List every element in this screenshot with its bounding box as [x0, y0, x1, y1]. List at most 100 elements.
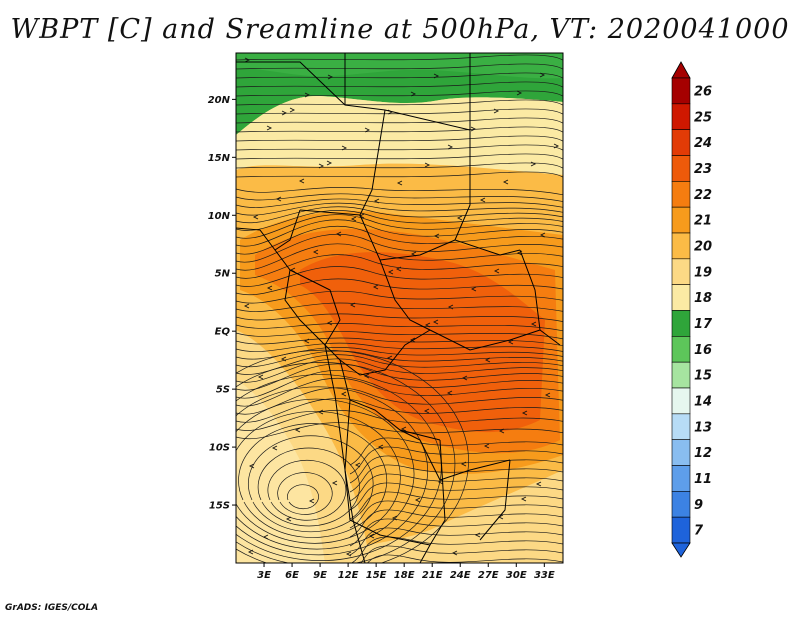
streamline [236, 162, 563, 169]
stream-arrow [377, 444, 384, 450]
lon-label-12E: 12E [338, 570, 359, 581]
streamline [277, 472, 333, 515]
streamline [349, 482, 563, 511]
stream-arrow [391, 515, 398, 521]
stream-arrow [539, 72, 546, 78]
colorbar-swatch-16 [671, 336, 691, 363]
axis-ticks [232, 98, 545, 567]
streamline [236, 350, 563, 368]
stream-arrow [331, 480, 338, 486]
colorbar-label-7: 7 [694, 524, 704, 539]
streamline [349, 491, 563, 520]
longitude-labels: 3E 6E 9E 12E 15E 18E 21E 24E 27E 30E 33E [257, 570, 555, 581]
stream-arrow [409, 337, 416, 343]
stream-arrow [289, 107, 296, 113]
streamline [349, 527, 563, 556]
streamline [367, 554, 563, 563]
colorbar-swatch-23 [671, 155, 691, 182]
colorbar-swatch-22 [671, 181, 691, 208]
colorbar-swatch-17 [671, 310, 691, 337]
stream-arrow [373, 198, 380, 204]
stream-arrow [262, 534, 269, 540]
streamline [267, 459, 347, 521]
streamline [236, 254, 563, 279]
colorbar-swatch-7 [671, 516, 691, 544]
streamline [238, 423, 388, 538]
stream-arrow [530, 161, 537, 167]
lon-label-27E: 27E [478, 570, 499, 581]
grads-credit: GrADS: IGES/COLA [5, 603, 99, 613]
lon-label-9E: 9E [313, 570, 327, 581]
streamline [236, 171, 563, 178]
stream-arrow [308, 498, 315, 504]
streamline [236, 210, 563, 231]
colorbar-swatch-21 [671, 206, 691, 234]
streamline [236, 153, 563, 160]
streamline [349, 509, 563, 538]
stream-arrow [364, 127, 371, 133]
stream-arrow [516, 90, 523, 96]
wbpt-field [236, 53, 563, 563]
streamlines [236, 54, 563, 563]
colorbar-swatch-19 [671, 258, 691, 285]
colorbar-labels: 26 25 24 23 22 21 20 19 18 17 16 15 14 13 12 11 9 7 [694, 84, 713, 538]
streamline [349, 518, 563, 547]
field-band-19-light [236, 380, 325, 563]
colorbar-label-24: 24 [694, 136, 712, 151]
lon-label-21E: 21E [422, 570, 443, 581]
lat-label-5N: 5N [215, 269, 231, 280]
stream-arrow [257, 374, 264, 380]
streamline [236, 302, 563, 312]
streamline [236, 398, 563, 423]
stream-arrow [266, 285, 273, 291]
streamline [349, 455, 563, 484]
lat-label-15S: 15S [209, 501, 230, 512]
colorbar-label-14: 14 [694, 394, 712, 409]
lon-label-18E: 18E [394, 570, 415, 581]
lon-label-24E: 24E [450, 570, 471, 581]
stream-arrow [424, 322, 431, 328]
stream-arrow [530, 321, 537, 327]
chart-title: WBPT [C] and Sreamline at 500hPa, VT: 20… [10, 14, 790, 45]
streamline [349, 437, 563, 466]
colorbar-label-15: 15 [694, 369, 712, 384]
streamline [236, 363, 563, 391]
stream-arrow [248, 463, 255, 469]
stream-arrow [340, 391, 347, 397]
country-borders [236, 53, 561, 563]
stream-arrow [498, 428, 505, 434]
stream-arrow [470, 286, 477, 292]
colorbar-label-17: 17 [694, 317, 713, 332]
stream-arrow [372, 284, 379, 290]
streamline [248, 435, 374, 533]
streamline [350, 536, 563, 563]
stream-arrow [437, 479, 444, 485]
lon-label-6E: 6E [285, 570, 299, 581]
stream-arrow [535, 481, 542, 487]
stream-arrow [244, 57, 251, 63]
colorbar-swatch-25 [671, 103, 691, 130]
stream-arrow [304, 92, 311, 98]
lat-label-EQ: EQ [215, 327, 231, 338]
streamline [236, 278, 563, 296]
colorbar-label-16: 16 [694, 343, 712, 358]
streamline [349, 500, 563, 529]
streamline [236, 117, 563, 124]
colorbar-swatch-14 [671, 387, 691, 415]
colorbar-label-12: 12 [694, 446, 712, 461]
colorbar [671, 61, 691, 558]
stream-arrow [326, 160, 333, 166]
stream-arrow [280, 356, 287, 362]
streamline [349, 446, 563, 475]
stream-arrow [275, 196, 282, 202]
lon-label-30E: 30E [506, 570, 527, 581]
stream-arrow [266, 125, 273, 131]
stream-arrow [423, 408, 430, 414]
stream-arrow [447, 304, 454, 310]
stream-arrow [317, 409, 324, 415]
stream-arrow [395, 266, 402, 272]
streamline [236, 323, 563, 332]
streamline [360, 545, 563, 563]
streamline [236, 358, 563, 383]
colorbar-label-11: 11 [694, 472, 712, 487]
